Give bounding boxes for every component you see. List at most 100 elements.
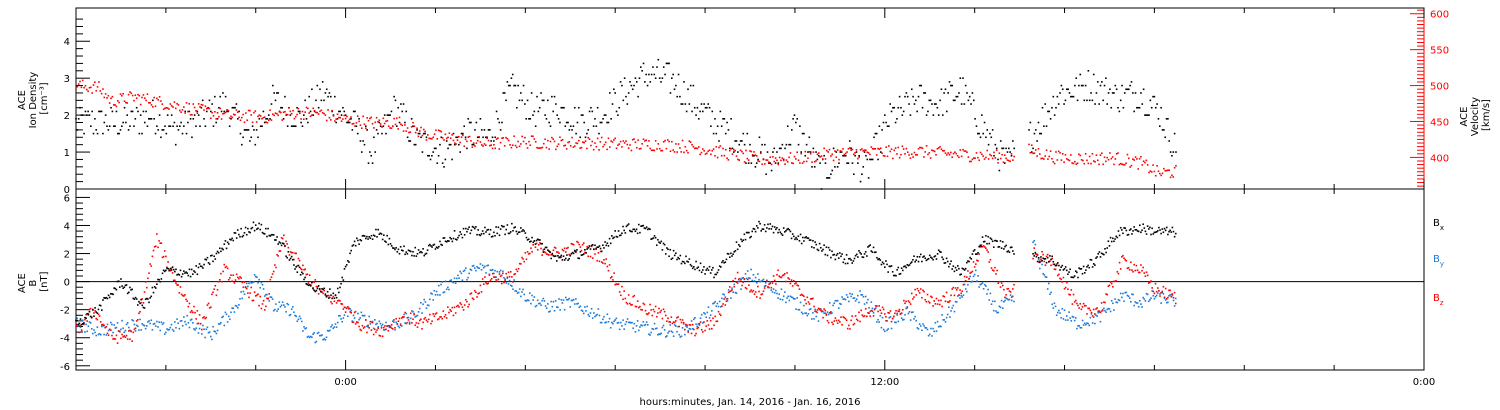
- bz-series-point: [105, 326, 108, 328]
- density-series-point: [873, 136, 875, 139]
- density-series-point: [468, 121, 471, 124]
- bz-series-point: [976, 259, 978, 262]
- bz-series-point: [755, 296, 758, 298]
- density-series-point: [939, 99, 941, 102]
- density-series-point: [854, 154, 856, 157]
- bz-series-point: [456, 305, 458, 308]
- density-series-point: [360, 151, 363, 153]
- bz-series-point: [1123, 257, 1125, 260]
- density-series-point: [359, 140, 362, 142]
- velocity-series-point: [296, 113, 298, 116]
- bz-series-point: [369, 320, 372, 323]
- density-series-point: [542, 99, 545, 102]
- density-series-point: [494, 136, 497, 139]
- bx-series-point: [491, 235, 494, 238]
- density-tick-label: 4: [64, 37, 70, 48]
- by-series-point: [617, 321, 620, 324]
- by-series-point: [1072, 316, 1075, 318]
- bz-series-point: [1126, 267, 1129, 270]
- bz-series-point: [295, 252, 297, 255]
- bz-series-point: [776, 273, 778, 276]
- velocity-series-point: [826, 149, 828, 152]
- bx-series-point: [520, 227, 522, 229]
- velocity-series-point: [703, 150, 705, 152]
- bz-series-point: [178, 292, 181, 294]
- density-series-point: [884, 114, 886, 116]
- bz-series-point: [384, 325, 386, 327]
- by-series-point: [625, 320, 628, 323]
- by-series-point: [515, 290, 518, 292]
- bx-series-point: [667, 248, 669, 251]
- by-series-point: [1130, 300, 1132, 303]
- density-series-point: [839, 151, 842, 153]
- by-series-point: [663, 329, 666, 331]
- bx-series-point: [511, 222, 513, 225]
- velocity-series-point: [991, 157, 994, 160]
- bz-series-point: [676, 316, 678, 319]
- bx-series-point: [478, 233, 481, 236]
- velocity-series-point: [441, 137, 444, 139]
- bz-series-point: [506, 276, 509, 278]
- bz-series-point: [607, 269, 610, 272]
- by-series-point: [1046, 288, 1049, 290]
- bz-series-point: [653, 310, 656, 313]
- velocity-series-point: [327, 109, 329, 111]
- by-series-point: [156, 320, 158, 323]
- bx-series-point: [705, 269, 707, 271]
- density-series-point: [975, 125, 978, 128]
- bx-series-point: [201, 265, 203, 268]
- density-series-point: [869, 158, 871, 161]
- density-series-point: [1113, 92, 1115, 94]
- bz-series-point: [769, 282, 772, 285]
- bx-series-point: [212, 260, 214, 263]
- density-series-point: [346, 121, 348, 124]
- bz-series-point: [909, 303, 912, 305]
- bz-series-point: [844, 317, 847, 320]
- by-series-point: [379, 322, 382, 325]
- bz-series-point: [1080, 308, 1083, 311]
- bz-series-point: [1153, 292, 1156, 295]
- bx-series-point: [1105, 251, 1107, 254]
- bx-series-point: [650, 238, 652, 240]
- density-series-point: [910, 88, 913, 91]
- by-series-point: [235, 305, 238, 307]
- density-series-point: [843, 154, 846, 157]
- bx-series-point: [598, 245, 601, 247]
- bx-series-point: [98, 304, 101, 307]
- bx-series-point: [1037, 256, 1040, 259]
- density-series-point: [507, 84, 510, 87]
- by-series-point: [716, 302, 719, 305]
- velocity-series-point: [431, 138, 433, 140]
- density-series-point: [997, 158, 999, 161]
- bz-series-point: [613, 272, 615, 274]
- velocity-series-point: [808, 151, 811, 153]
- by-series-point: [918, 323, 921, 325]
- bx-series-point: [284, 245, 286, 247]
- bx-series-point: [793, 235, 795, 238]
- velocity-series-point: [649, 147, 652, 150]
- bz-series-point: [469, 293, 472, 295]
- velocity-series-point: [672, 149, 674, 151]
- by-series-point: [579, 305, 582, 308]
- bz-series-point: [536, 248, 539, 251]
- by-series-point: [639, 326, 641, 328]
- legend-by: By: [1433, 254, 1444, 268]
- bx-series-point: [835, 254, 838, 257]
- bz-series-point: [954, 287, 957, 289]
- bx-series-point: [404, 253, 406, 256]
- bz-series-point: [231, 280, 233, 282]
- bz-series-point: [819, 309, 822, 312]
- density-series-point: [666, 62, 669, 65]
- top-panel-x-ticks: [75, 8, 1425, 189]
- by-series-point: [477, 267, 479, 269]
- by-series-point: [1074, 317, 1077, 319]
- bx-series-point: [840, 255, 842, 258]
- velocity-series-point: [770, 163, 773, 166]
- by-series-point: [921, 329, 923, 332]
- bz-series-point: [449, 308, 451, 311]
- bz-series-point: [733, 285, 736, 288]
- bx-series-point: [676, 258, 678, 261]
- bx-series-point: [1077, 276, 1079, 279]
- velocity-series-point: [207, 107, 209, 110]
- by-series-point: [741, 277, 743, 280]
